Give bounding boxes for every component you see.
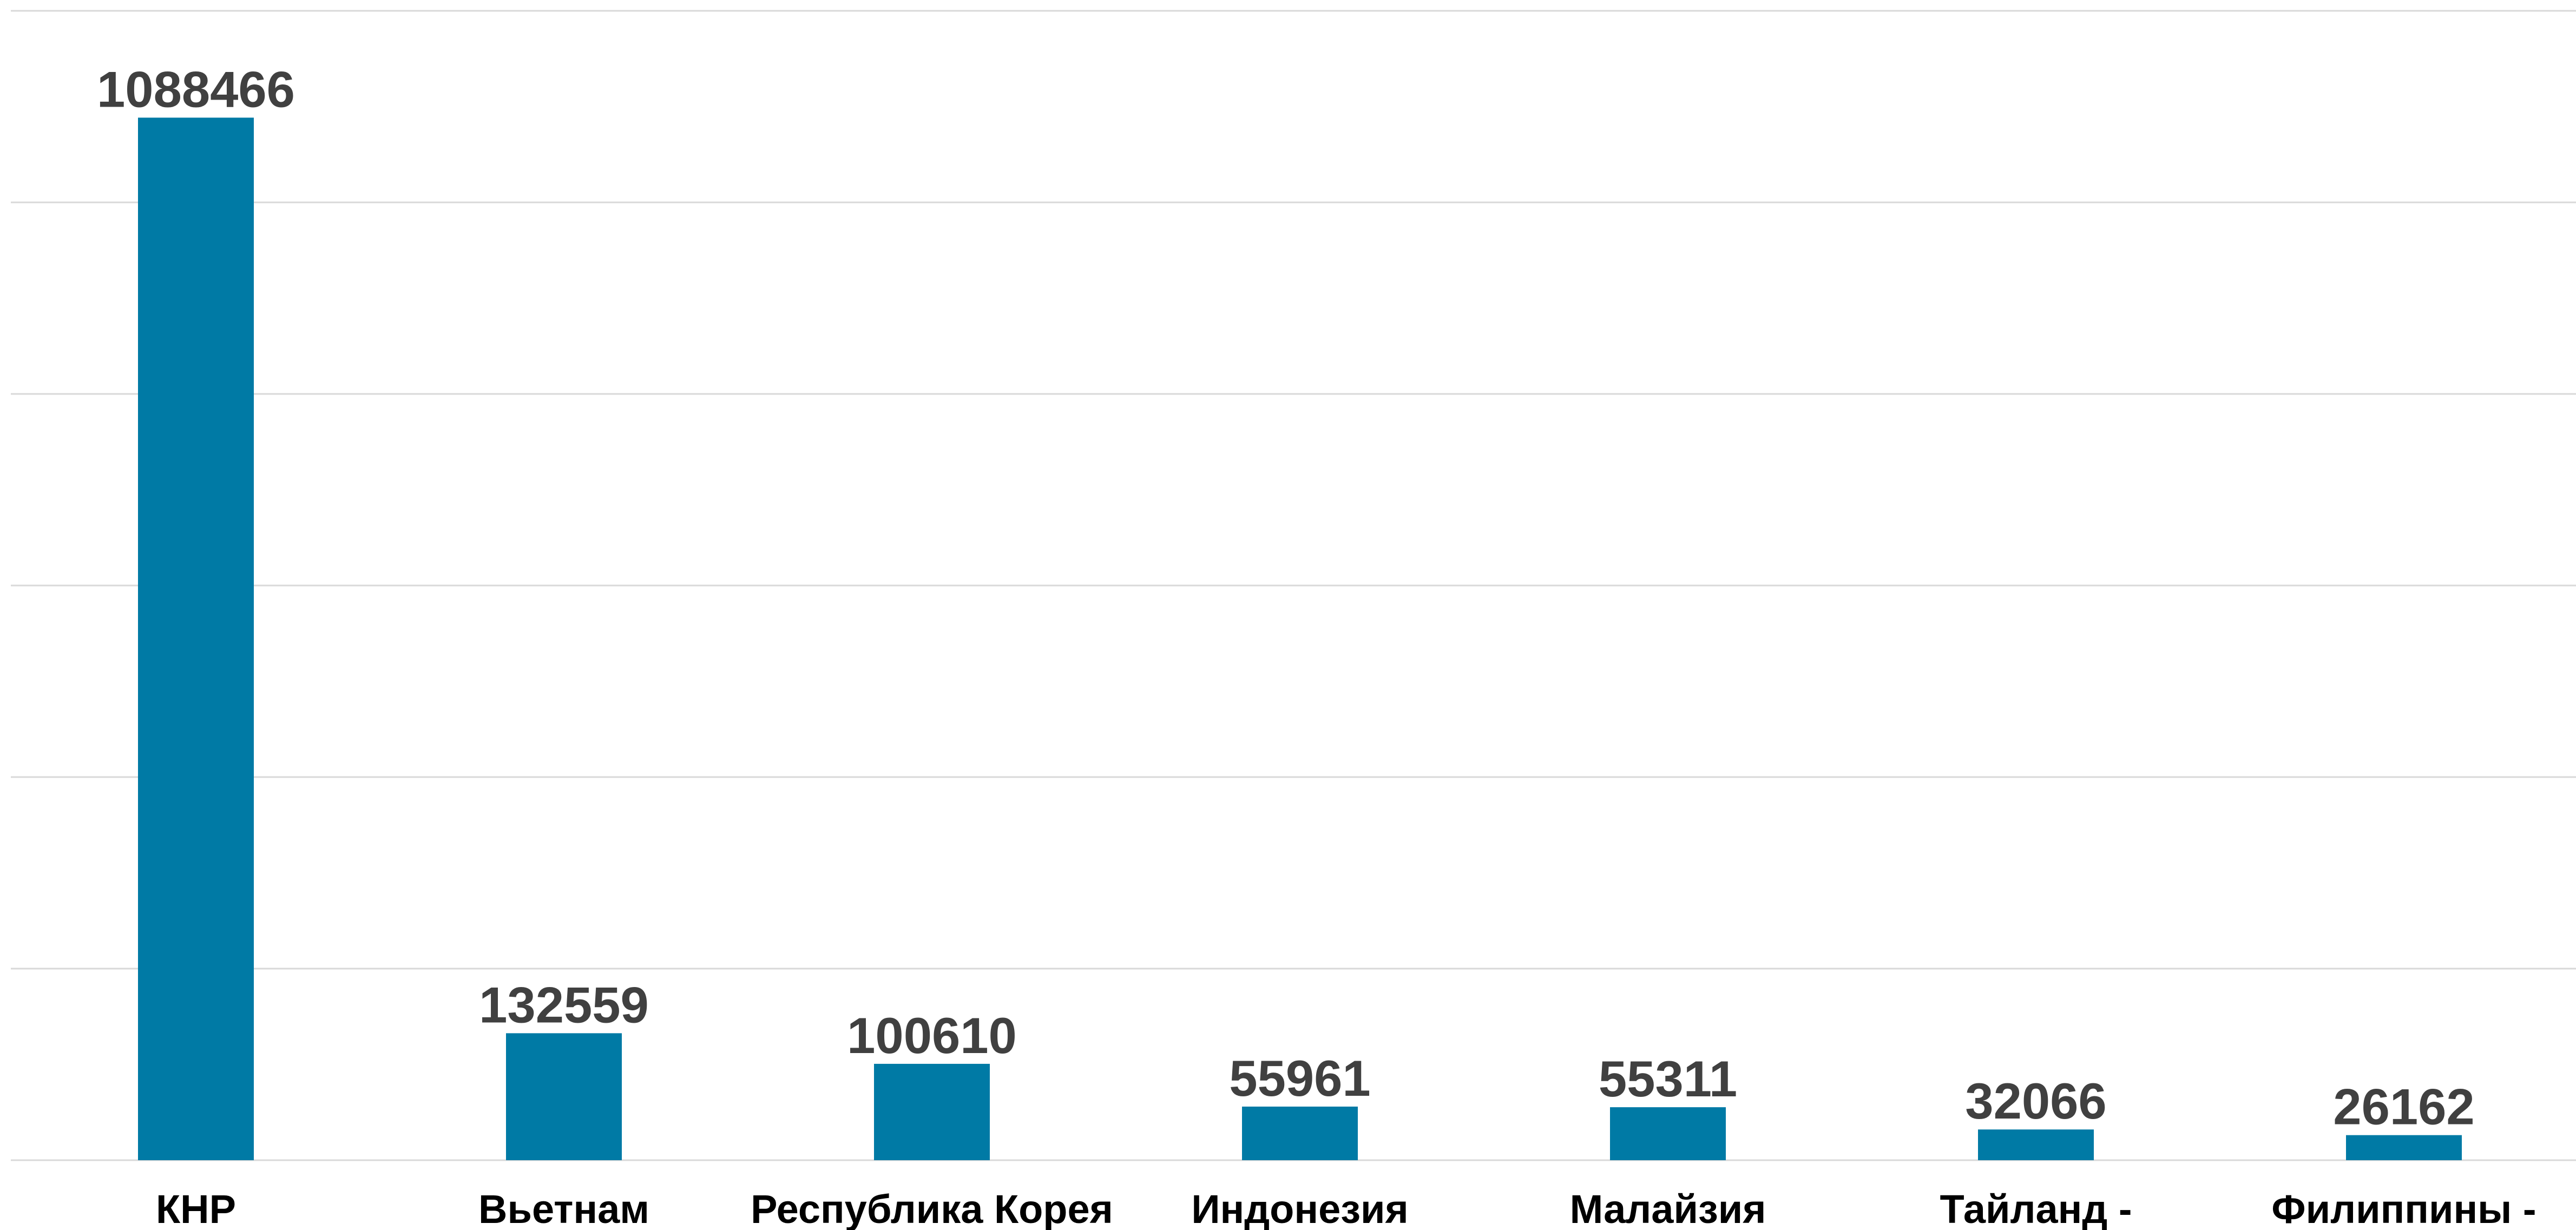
category-label: Филиппины - [2271, 1187, 2536, 1230]
bar [1242, 1106, 1358, 1160]
category-labels: КНР Вьетнам Республика Корея Индонезия Малай… [156, 1187, 2536, 1230]
bar [138, 117, 254, 1161]
value-labels: 1088466 132559 100610 55961 55311 32066 26162 [97, 61, 2475, 1135]
bars [138, 117, 2462, 1161]
bar [874, 1063, 990, 1160]
data-label: 1088466 [97, 61, 295, 117]
category-label: Вьетнам [478, 1187, 649, 1230]
gridlines [11, 10, 2576, 1161]
category-label: Индонезия [1191, 1187, 1408, 1230]
bar [1978, 1129, 2094, 1160]
data-label: 32066 [1965, 1073, 2106, 1129]
category-label: Республика Корея [751, 1187, 1113, 1230]
data-label: 26162 [2333, 1078, 2474, 1135]
bar [506, 1033, 622, 1160]
data-label: 132559 [479, 976, 649, 1033]
category-label: Тайланд - [1940, 1187, 2132, 1230]
bar [2346, 1135, 2462, 1160]
data-label: 55961 [1229, 1050, 1370, 1107]
bar [1610, 1107, 1726, 1160]
data-label: 55311 [1599, 1050, 1737, 1107]
data-label: 100610 [847, 1007, 1017, 1064]
category-label: Малайзия [1570, 1187, 1766, 1230]
category-label: КНР [156, 1187, 236, 1230]
